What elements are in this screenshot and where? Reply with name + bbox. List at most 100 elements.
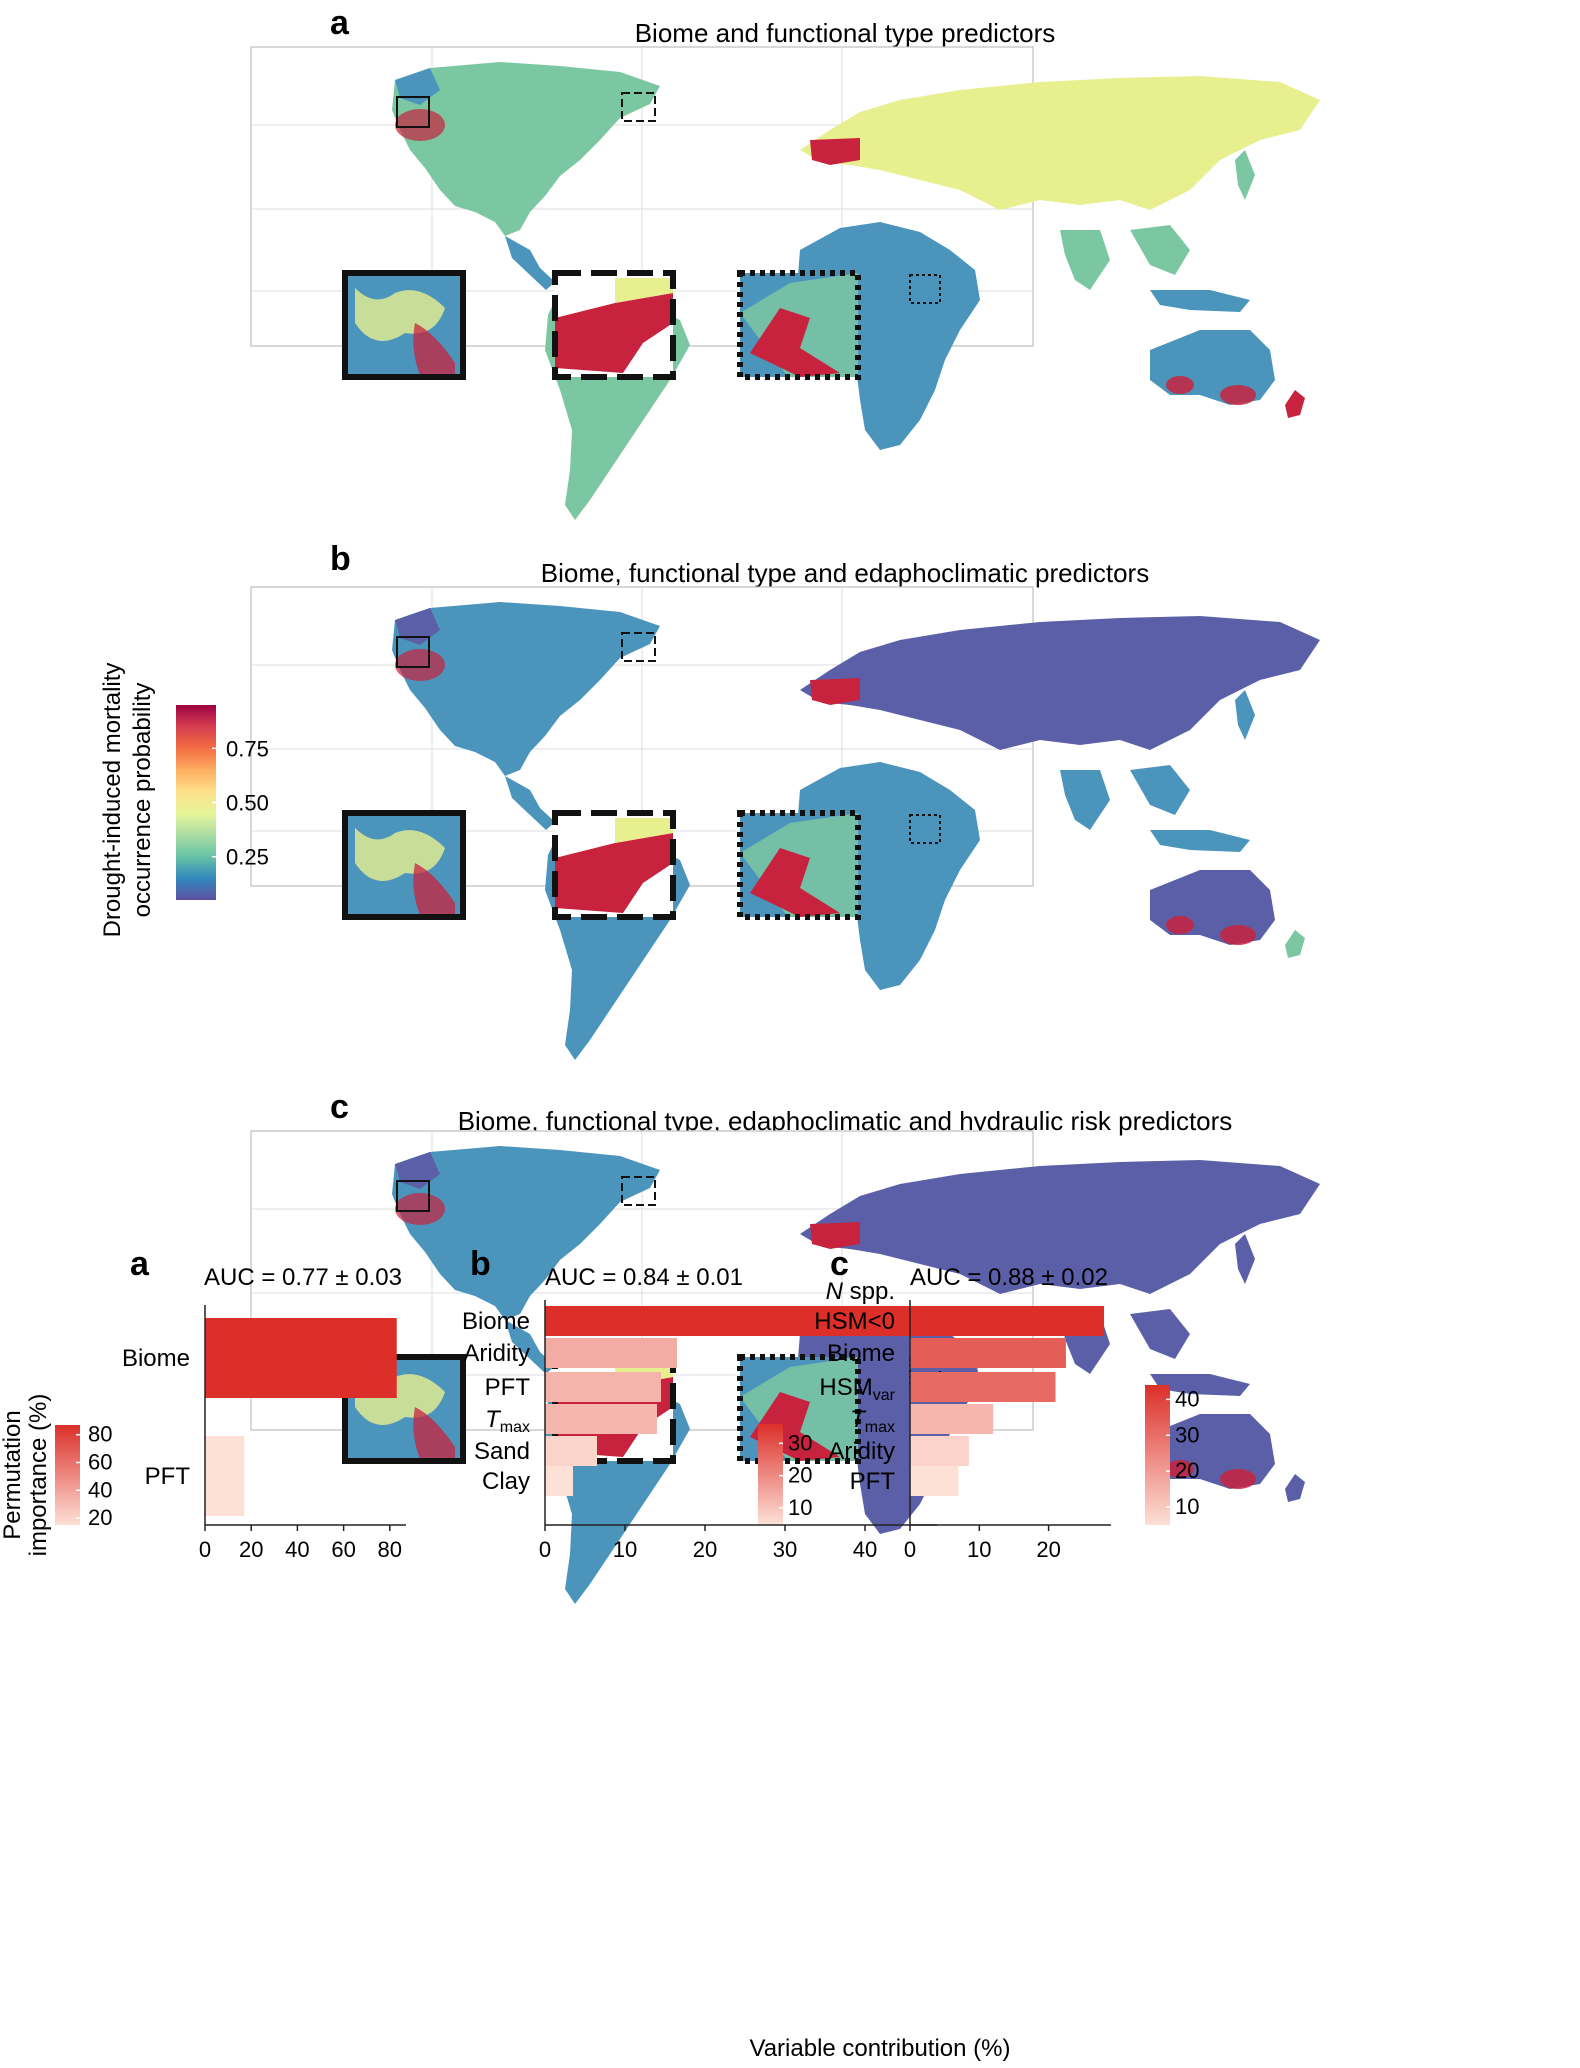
region-box-solid xyxy=(396,96,430,128)
landmass-eu xyxy=(800,616,1320,750)
x-tick-label: 10 xyxy=(613,1537,637,1562)
colorbar-tick-label: 0.75 xyxy=(226,736,269,761)
x-tick-label: 40 xyxy=(285,1537,309,1562)
colorbar-label-line2: importance (%) xyxy=(25,1394,52,1557)
inset-frame xyxy=(342,810,466,920)
colorbar-tick-label: 20 xyxy=(1175,1458,1199,1483)
inset-patch xyxy=(413,863,455,915)
map-panel-a: a Biome and functional type predictors xyxy=(250,4,1320,520)
colorbar-ramp xyxy=(55,1425,80,1525)
bar-label: PFT xyxy=(485,1374,531,1401)
map-panels: a Biome and functional type predictors b… xyxy=(250,4,1320,1604)
inset-australia xyxy=(737,810,861,920)
panel-letter: c xyxy=(330,1088,349,1126)
inset-frame xyxy=(737,1354,861,1464)
bar-label: Biome xyxy=(122,1345,190,1372)
inset-patch xyxy=(750,848,840,917)
bar-chart-c: c AUC = 0.88 ± 0.02 HSM<0 N spp. Biome HSMvar… xyxy=(814,1245,1199,1562)
colorbar-tick-label: 0.25 xyxy=(226,845,269,870)
bar-label: HSMvar xyxy=(819,1374,895,1404)
colorbar-ramp xyxy=(1145,1385,1170,1525)
chart-title: AUC = 0.84 ± 0.01 xyxy=(545,1264,743,1291)
landmass-ca xyxy=(505,1320,555,1374)
inset-patch xyxy=(413,1407,455,1459)
landmass-jp xyxy=(1235,690,1255,740)
landmass-nz xyxy=(1285,1474,1305,1502)
map-frame xyxy=(250,46,1320,520)
hotspot xyxy=(395,109,445,141)
landmass-ak xyxy=(395,1152,440,1189)
landmass-se xyxy=(1130,765,1190,815)
bar-label: Biome xyxy=(462,1308,530,1335)
bar-label: HSM<0 xyxy=(814,1308,895,1335)
bar xyxy=(910,1436,969,1466)
landmass-ak xyxy=(395,68,440,105)
bar-label-line1: N spp. xyxy=(826,1278,895,1305)
x-tick-label: 20 xyxy=(239,1537,263,1562)
colorbar-ramp xyxy=(176,705,216,900)
bar-label: Tmax xyxy=(850,1406,895,1436)
landmass-nz xyxy=(1285,390,1305,418)
region-box-dotted xyxy=(909,814,941,844)
bar xyxy=(545,1338,677,1368)
x-tick-label: 10 xyxy=(967,1537,991,1562)
landmass-ib xyxy=(810,1222,860,1249)
colorbar-tick-label: 20 xyxy=(788,1463,812,1488)
bar xyxy=(545,1466,573,1496)
map-title: Biome, functional type and edaphoclimati… xyxy=(541,558,1149,588)
x-tick-label: 30 xyxy=(773,1537,797,1562)
bar-label: PFT xyxy=(850,1468,896,1495)
bar-label: Clay xyxy=(482,1468,530,1495)
landmass-au xyxy=(1150,870,1275,945)
colorbar-label-line1: Drought-induced mortality xyxy=(99,663,126,938)
bar-chart-b: b AUC = 0.84 ± 0.01BiomeAridityPFTTmaxSan… xyxy=(462,1245,937,1562)
landmass-in xyxy=(1060,230,1110,290)
bar xyxy=(910,1404,994,1434)
colorbar-label-line1: Permutation xyxy=(0,1410,26,1539)
inset-frame xyxy=(737,810,861,920)
colorbar-label-line2: occurrence probability xyxy=(129,683,156,918)
inset-australia xyxy=(737,1354,861,1464)
panel-letter: c xyxy=(830,1245,849,1283)
colorbar-ramp xyxy=(758,1424,783,1524)
landmass-eu xyxy=(800,1160,1320,1294)
x-tick-label: 0 xyxy=(199,1537,211,1562)
bar xyxy=(910,1338,1066,1368)
inset-patch xyxy=(413,323,455,375)
inset-frame xyxy=(552,270,676,380)
bar-label: Aridity xyxy=(463,1340,530,1367)
bar xyxy=(545,1372,661,1402)
x-tick-label: 0 xyxy=(539,1537,551,1562)
region-box-solid xyxy=(396,636,430,668)
region-box-dashed xyxy=(621,632,656,662)
colorbar-tick-label: 0.50 xyxy=(226,791,269,816)
inset-patch xyxy=(615,818,673,843)
colorbar-tick-label: 80 xyxy=(88,1422,112,1447)
bar-label: Sand xyxy=(474,1438,530,1465)
colorbar-tick-label: 60 xyxy=(88,1450,112,1475)
hotspot xyxy=(1166,916,1194,934)
bar-label: Tmax xyxy=(485,1406,530,1436)
bar xyxy=(910,1306,1105,1336)
landmass-ib xyxy=(810,138,860,165)
map-title: Biome and functional type predictors xyxy=(635,18,1056,48)
colorbar-tick-label: 20 xyxy=(88,1505,112,1530)
landmass-eu xyxy=(800,76,1320,210)
inset-north-america xyxy=(342,270,466,380)
x-tick-label: 20 xyxy=(693,1537,717,1562)
x-tick-label: 20 xyxy=(1036,1537,1060,1562)
bar-label: PFT xyxy=(145,1463,191,1490)
bar xyxy=(205,1436,245,1516)
landmass-ib xyxy=(810,678,860,705)
landmass-ak xyxy=(395,608,440,645)
inset-frame xyxy=(342,1354,466,1464)
region-box-dotted xyxy=(909,274,941,304)
landmass-na xyxy=(392,1146,660,1320)
landmass-id xyxy=(1150,830,1250,852)
inset-frame xyxy=(737,270,861,380)
colorbar-tick-label: 10 xyxy=(788,1495,812,1520)
hotspot xyxy=(1166,376,1194,394)
landmass-in xyxy=(1060,770,1110,830)
